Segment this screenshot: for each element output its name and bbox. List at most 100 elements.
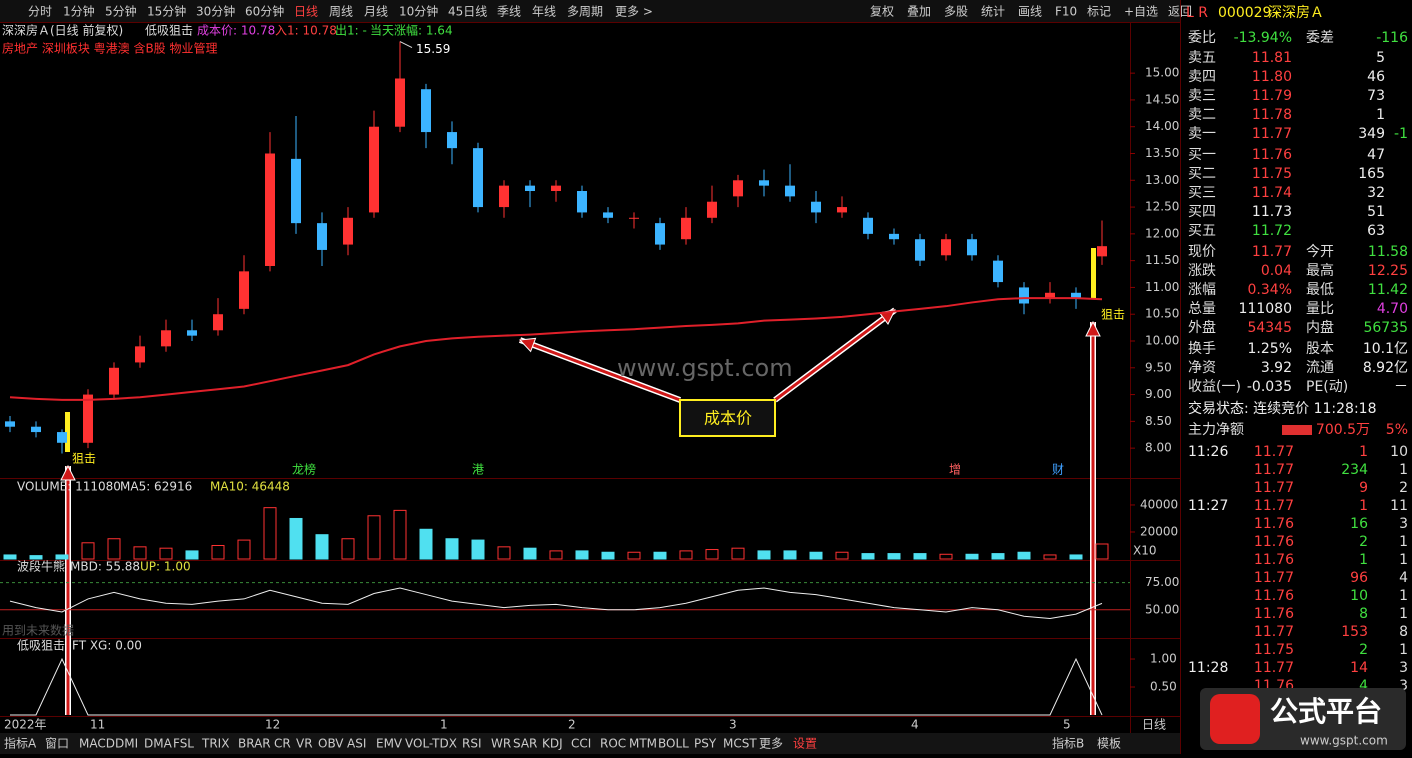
candle-body bbox=[187, 330, 197, 336]
volume-bar bbox=[757, 550, 771, 560]
price-tick-label: 14.00 bbox=[1145, 119, 1179, 133]
indicator-tab[interactable]: MCST bbox=[723, 737, 757, 751]
stat-label: 收益(一) bbox=[1188, 379, 1241, 395]
volume-bar bbox=[575, 550, 589, 560]
volume-bar bbox=[29, 555, 43, 560]
tool-button[interactable]: 叠加 bbox=[907, 5, 931, 19]
indicator-tab[interactable]: TRIX bbox=[201, 737, 229, 751]
indicator-tab[interactable]: VOL-TDX bbox=[405, 737, 457, 751]
period-button[interactable]: 周线 bbox=[329, 5, 353, 19]
indicator-tab[interactable]: KDJ bbox=[542, 737, 563, 751]
indicator-tab[interactable]: EMV bbox=[376, 737, 403, 751]
candle-body bbox=[525, 185, 535, 191]
period-button[interactable]: 年线 bbox=[532, 5, 556, 19]
trade-price: 11.77 bbox=[1254, 570, 1294, 586]
indicator-tab[interactable]: OBV bbox=[318, 737, 344, 751]
period-button[interactable]: 60分钟 bbox=[245, 4, 284, 19]
indicator-tab[interactable]: 指标B bbox=[1052, 736, 1084, 751]
tool-button[interactable]: +自选 bbox=[1124, 5, 1158, 19]
vol-unit: X10 bbox=[1133, 544, 1157, 558]
event-marker: 港 bbox=[472, 463, 484, 477]
volume-bar bbox=[471, 539, 485, 560]
tool-button[interactable]: 返回 bbox=[1168, 5, 1192, 19]
candle-body bbox=[1071, 292, 1081, 299]
vol-tick-label: 20000 bbox=[1140, 524, 1178, 538]
indicator-tab[interactable]: VR bbox=[296, 737, 313, 751]
indicator-tab[interactable]: BRAR bbox=[238, 737, 271, 751]
vol-label: VOLUME: 111080 bbox=[17, 480, 121, 494]
mbd-name: 波段牛熊 bbox=[17, 559, 65, 574]
indicator-tab[interactable]: WR bbox=[491, 737, 511, 751]
level-volume: 349 bbox=[1358, 126, 1385, 142]
price-tick-label: 12.00 bbox=[1145, 226, 1179, 240]
indicator-tab[interactable]: BOLL bbox=[658, 737, 689, 751]
price-tick-label: 10.00 bbox=[1145, 334, 1179, 348]
volume-bar bbox=[1069, 554, 1083, 560]
period-button[interactable]: 15分钟 bbox=[147, 4, 186, 19]
indicator-tab[interactable]: 指标A bbox=[4, 736, 37, 751]
volume-bar bbox=[809, 551, 823, 560]
level-volume: 73 bbox=[1367, 88, 1385, 104]
signal-bar bbox=[1091, 248, 1096, 298]
candle-body bbox=[863, 217, 873, 234]
stat-label: 股本 bbox=[1306, 341, 1334, 357]
tool-button[interactable]: 画线 bbox=[1018, 5, 1042, 19]
tool-button[interactable]: 统计 bbox=[981, 5, 1005, 19]
candle-body bbox=[733, 180, 743, 197]
indicator-tab[interactable]: DMI bbox=[115, 737, 138, 751]
indicator-tab[interactable]: DMA bbox=[144, 737, 173, 751]
period-button[interactable]: 日线 bbox=[294, 5, 318, 19]
indicator-tab[interactable]: CR bbox=[274, 737, 291, 751]
trade-price: 11.77 bbox=[1254, 660, 1294, 676]
volume-bar bbox=[991, 553, 1005, 560]
indicator-tab[interactable]: FSL bbox=[173, 737, 194, 751]
indicator-tab[interactable]: ASI bbox=[347, 737, 366, 751]
trade-count: 1 bbox=[1399, 606, 1408, 622]
tool-button[interactable]: 标记 bbox=[1087, 5, 1111, 19]
indicator-tab[interactable]: CCI bbox=[571, 737, 591, 751]
period-button[interactable]: 30分钟 bbox=[196, 4, 235, 19]
ma10-label: MA10: 46448 bbox=[210, 480, 290, 494]
indicator-tab[interactable]: SAR bbox=[513, 737, 537, 751]
trade-volume: 2 bbox=[1359, 534, 1368, 550]
stat-label: 内盘 bbox=[1306, 319, 1334, 336]
annotation-text: 成本价 bbox=[704, 409, 752, 428]
volume-bar bbox=[887, 553, 901, 560]
trade-price: 11.77 bbox=[1254, 444, 1294, 460]
indicator-tab[interactable]: 窗口 bbox=[45, 737, 69, 751]
period-button[interactable]: 45日线 bbox=[448, 5, 487, 19]
trade-count: 3 bbox=[1399, 516, 1408, 532]
level-price: 11.74 bbox=[1252, 185, 1292, 201]
level-label: 卖二 bbox=[1188, 107, 1216, 123]
period-button[interactable]: 分时 bbox=[28, 5, 52, 19]
period-button[interactable]: 10分钟 bbox=[399, 4, 438, 19]
stat-value: 111080 bbox=[1239, 301, 1292, 317]
volume-bar bbox=[185, 550, 199, 560]
period-button[interactable]: 月线 bbox=[364, 5, 388, 19]
volume-bar bbox=[835, 551, 849, 560]
period-button[interactable]: 更多 > bbox=[615, 5, 653, 19]
indicator-tab[interactable]: 设置 bbox=[793, 737, 817, 751]
period-button[interactable]: 季线 bbox=[497, 5, 521, 19]
candle-body bbox=[343, 217, 353, 245]
tool-button[interactable]: F10 bbox=[1055, 5, 1077, 19]
template-tab[interactable]: 模板 bbox=[1097, 737, 1121, 751]
price-tick-label: 14.50 bbox=[1145, 92, 1179, 106]
trade-price: 11.76 bbox=[1254, 588, 1294, 604]
indicator-tab[interactable]: RSI bbox=[462, 737, 482, 751]
tool-button[interactable]: 多股 bbox=[944, 5, 968, 19]
indicator-tab[interactable]: MACD bbox=[79, 737, 115, 751]
trade-time: 11:27 bbox=[1188, 498, 1228, 514]
indicator-tab[interactable]: PSY bbox=[694, 737, 717, 751]
period-button[interactable]: 5分钟 bbox=[105, 4, 137, 19]
volume-bar bbox=[393, 509, 407, 560]
indicator-tab[interactable]: MTM bbox=[629, 737, 657, 751]
indicator-tab[interactable]: ROC bbox=[600, 737, 626, 751]
volume-bar bbox=[445, 538, 459, 560]
period-button[interactable]: 多周期 bbox=[567, 5, 603, 19]
tool-button[interactable]: 复权 bbox=[870, 5, 894, 19]
indicator-tab[interactable]: 更多 bbox=[759, 737, 783, 751]
period-button[interactable]: 1分钟 bbox=[63, 4, 95, 19]
level-label: 买三 bbox=[1188, 185, 1216, 201]
